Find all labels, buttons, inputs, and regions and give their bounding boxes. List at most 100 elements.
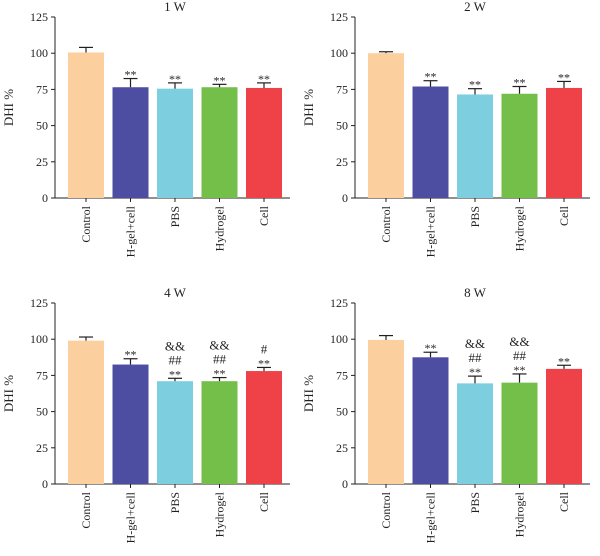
chart-panel-4w: 4 W DHI % 0 25 50 75 100 125 Control ** H-gel+cell… — [1, 285, 290, 543]
bar-cell — [246, 371, 282, 484]
y-tick-label: 75 — [36, 82, 48, 96]
significance-annotation: ** — [558, 70, 570, 84]
bar-hydrogel — [201, 87, 238, 198]
x-tick-label: Control — [79, 205, 93, 242]
bar-pbs — [157, 381, 193, 484]
bar-h-gel-cell — [412, 86, 449, 198]
y-tick-label: 50 — [36, 119, 48, 133]
y-tick-label: 25 — [336, 155, 348, 169]
chart-panel-2w: 2 W DHI % 0 25 50 75 100 125 Control ** H-gel+cell… — [301, 0, 590, 257]
bar-hydrogel — [201, 381, 238, 484]
chart-panel-8w: 8 W DHI % 0 25 50 75 100 125 Control ** H-gel+cell… — [301, 285, 590, 543]
bar-control — [68, 340, 104, 484]
bar-pbs — [457, 383, 493, 484]
significance-annotation: # — [261, 341, 268, 356]
x-tick-label: Cell — [557, 491, 571, 512]
y-axis-label: DHI % — [301, 89, 316, 126]
x-tick-label: H-gel+cell — [424, 491, 438, 543]
chart-title: 2 W — [464, 0, 487, 14]
significance-annotation: ** — [125, 348, 137, 362]
y-axis-label: DHI % — [1, 375, 16, 412]
x-tick-label: Cell — [257, 491, 271, 512]
x-tick-label: Hydrogel — [513, 205, 527, 251]
significance-annotation: ** — [469, 78, 481, 92]
y-tick-label: 50 — [336, 119, 348, 133]
bar-cell — [246, 87, 282, 198]
x-tick-label: PBS — [468, 492, 482, 513]
chart-panel-1w: 1 W DHI % 0 25 50 75 100 125 Control ** H-gel+cell… — [1, 0, 290, 257]
y-tick-label: 100 — [30, 332, 48, 346]
y-tick-label: 0 — [42, 477, 48, 491]
bar-control — [68, 52, 104, 199]
y-tick-label: 0 — [42, 191, 48, 205]
y-tick-label: 25 — [36, 441, 48, 455]
x-tick-label: H-gel+cell — [124, 205, 138, 257]
bar-h-gel-cell — [112, 87, 149, 198]
y-tick-label: 0 — [342, 477, 348, 491]
y-tick-label: 125 — [30, 296, 48, 310]
bar-control — [368, 53, 404, 199]
y-tick-label: 100 — [30, 46, 48, 60]
x-tick-label: H-gel+cell — [424, 205, 438, 257]
significance-annotation: ** — [514, 363, 526, 377]
x-tick-label: Cell — [257, 205, 271, 226]
x-tick-label: PBS — [468, 206, 482, 227]
y-tick-label: 125 — [330, 10, 348, 24]
y-axis-label: DHI % — [1, 89, 16, 126]
significance-annotation: ## — [169, 352, 183, 367]
y-axis-label: DHI % — [301, 375, 316, 412]
significance-annotation: ** — [425, 341, 437, 355]
chart-title: 4 W — [164, 285, 187, 300]
x-tick-label: Control — [79, 491, 93, 528]
significance-annotation: ** — [214, 367, 226, 381]
x-tick-label: Hydrogel — [213, 491, 227, 537]
significance-annotation: ** — [558, 354, 570, 368]
x-tick-label: PBS — [168, 206, 182, 227]
bar-cell — [546, 87, 582, 198]
significance-annotation: ** — [169, 367, 181, 381]
bar-cell — [546, 368, 582, 484]
y-tick-label: 25 — [336, 441, 348, 455]
significance-annotation: ## — [513, 348, 527, 363]
y-tick-label: 100 — [330, 46, 348, 60]
bar-h-gel-cell — [112, 364, 149, 484]
chart-title: 8 W — [464, 285, 487, 300]
significance-annotation: && — [509, 334, 529, 349]
y-tick-label: 75 — [336, 82, 348, 96]
bar-pbs — [157, 88, 193, 198]
chart-title: 1 W — [164, 0, 187, 14]
significance-annotation: && — [209, 338, 229, 353]
x-tick-label: PBS — [168, 492, 182, 513]
significance-annotation: ** — [169, 72, 181, 86]
y-tick-label: 75 — [36, 368, 48, 382]
x-tick-label: Control — [379, 491, 393, 528]
significance-annotation: && — [165, 338, 185, 353]
bar-h-gel-cell — [412, 357, 449, 484]
x-tick-label: Hydrogel — [213, 205, 227, 251]
bar-pbs — [457, 94, 493, 198]
panels: 1 W DHI % 0 25 50 75 100 125 Control ** H-gel+cell… — [1, 0, 590, 543]
significance-annotation: ** — [258, 356, 270, 370]
significance-annotation: ** — [258, 72, 270, 86]
significance-annotation: && — [465, 336, 485, 351]
y-tick-label: 125 — [30, 10, 48, 24]
significance-annotation: ** — [469, 365, 481, 379]
x-tick-label: Control — [379, 205, 393, 242]
y-tick-label: 75 — [336, 368, 348, 382]
y-tick-label: 50 — [36, 405, 48, 419]
significance-annotation: ** — [514, 76, 526, 90]
y-tick-label: 0 — [342, 191, 348, 205]
significance-annotation: ## — [469, 350, 483, 365]
x-tick-label: Cell — [557, 205, 571, 226]
y-tick-label: 125 — [330, 296, 348, 310]
bar-hydrogel — [501, 93, 538, 198]
y-tick-label: 25 — [36, 155, 48, 169]
y-tick-label: 50 — [336, 405, 348, 419]
x-tick-label: Hydrogel — [513, 491, 527, 537]
significance-annotation: ## — [213, 352, 227, 367]
bar-hydrogel — [501, 382, 538, 484]
significance-annotation: ** — [425, 70, 437, 84]
x-tick-label: H-gel+cell — [124, 491, 138, 543]
y-tick-label: 100 — [330, 332, 348, 346]
